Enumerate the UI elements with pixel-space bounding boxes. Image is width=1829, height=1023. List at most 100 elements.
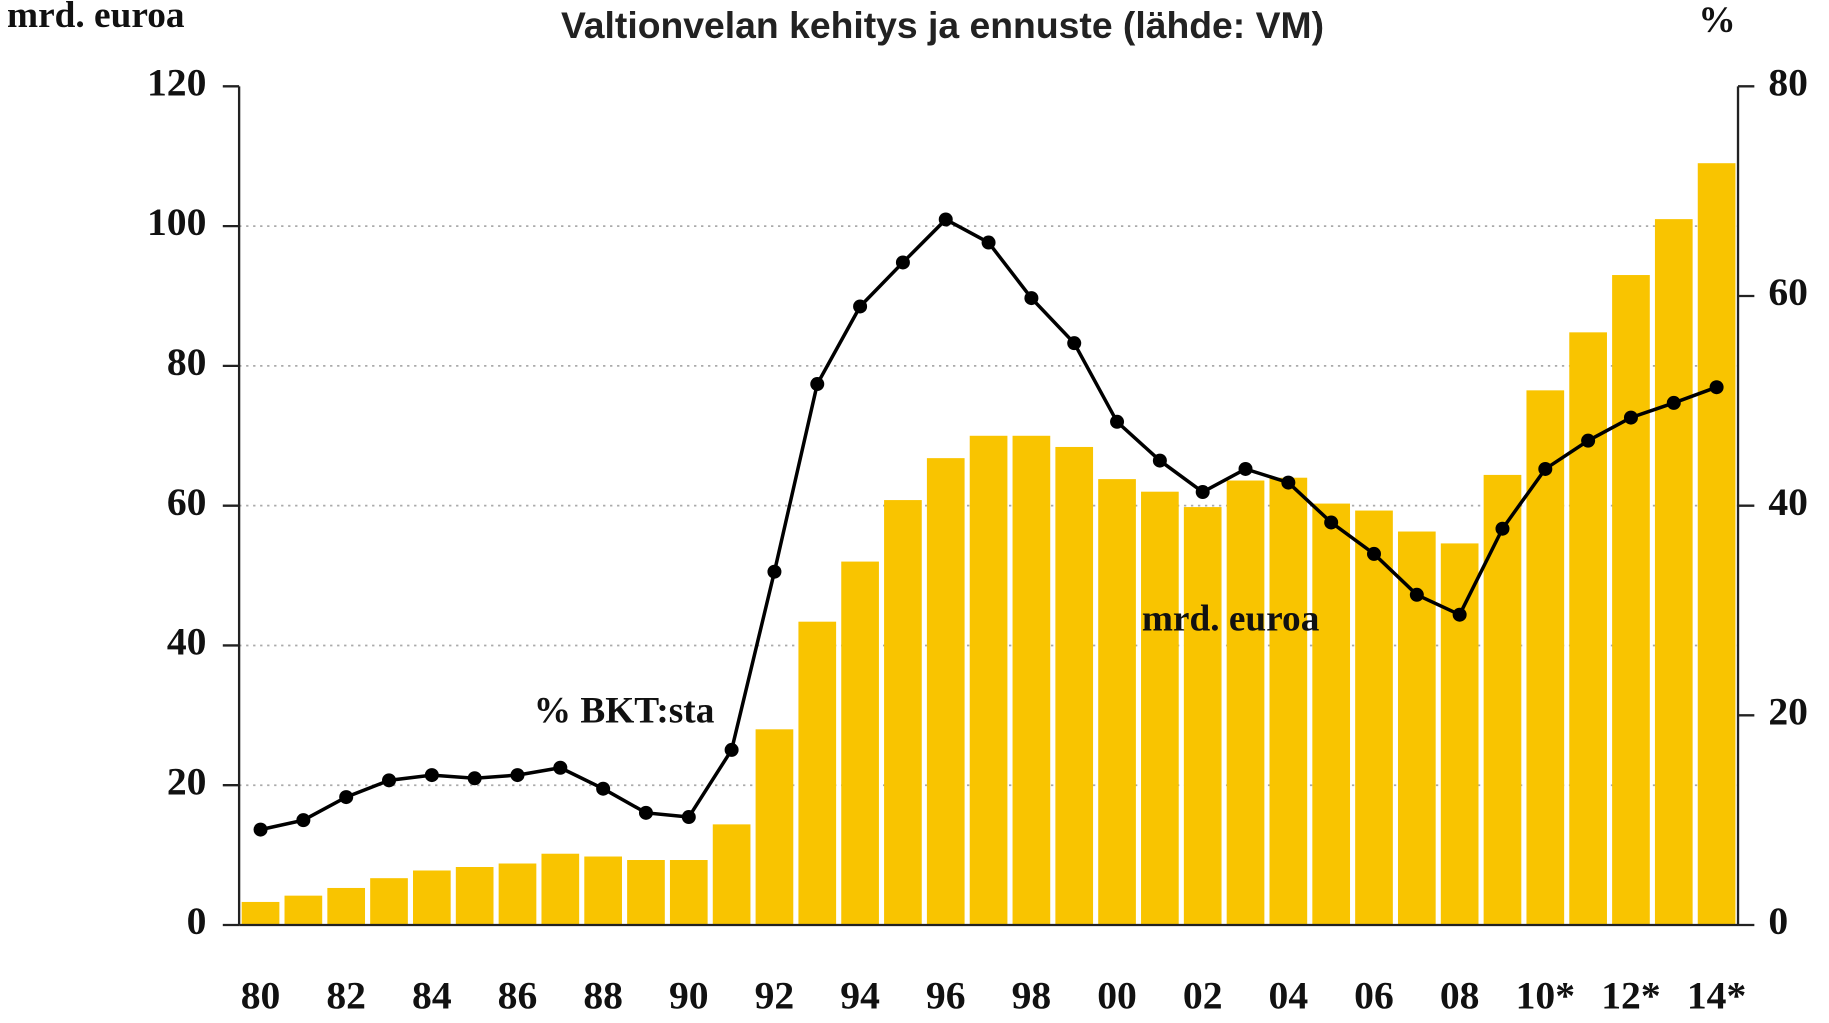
bar bbox=[327, 887, 366, 926]
bar bbox=[1697, 163, 1736, 926]
line-point bbox=[1409, 587, 1424, 602]
line-point bbox=[853, 299, 868, 314]
line-point bbox=[382, 773, 397, 788]
line-point bbox=[1709, 380, 1724, 395]
line-point bbox=[1495, 521, 1510, 536]
bar bbox=[1098, 479, 1136, 926]
line-point bbox=[467, 771, 482, 786]
line-point bbox=[895, 255, 910, 270]
line-point bbox=[339, 790, 354, 805]
x-tick-label: 04 bbox=[1269, 974, 1309, 1018]
y-tick-label: 40 bbox=[167, 620, 207, 664]
series-label: % BKT:sta bbox=[534, 690, 715, 731]
bar bbox=[541, 853, 580, 926]
line-point bbox=[1324, 515, 1339, 530]
line-point bbox=[1452, 607, 1467, 622]
line-point bbox=[638, 805, 653, 820]
y2-tick-label: 0 bbox=[1768, 899, 1788, 943]
x-tick-label: 02 bbox=[1183, 974, 1223, 1018]
bar bbox=[1312, 503, 1351, 926]
bar bbox=[627, 860, 665, 926]
line-point bbox=[981, 235, 996, 250]
bar bbox=[798, 621, 837, 926]
y2-tick-label: 80 bbox=[1768, 60, 1808, 104]
x-tick-label: 92 bbox=[755, 974, 795, 1018]
bar bbox=[241, 901, 280, 926]
y-tick-label: 0 bbox=[187, 899, 207, 943]
x-tick-label: 84 bbox=[412, 974, 452, 1018]
bar bbox=[969, 435, 1008, 926]
bar bbox=[1355, 510, 1393, 926]
x-tick-label: 82 bbox=[326, 974, 366, 1018]
line-point bbox=[767, 564, 782, 579]
y-tick-label: 80 bbox=[167, 340, 207, 384]
bar bbox=[1483, 474, 1522, 926]
y2-axis-label: % bbox=[1698, 0, 1735, 41]
y-tick-label: 60 bbox=[167, 480, 207, 524]
x-tick-label: 08 bbox=[1440, 974, 1480, 1018]
line-point bbox=[1024, 291, 1039, 306]
line-point bbox=[1238, 461, 1253, 476]
y2-tick-label: 60 bbox=[1768, 270, 1808, 314]
bar bbox=[712, 824, 751, 926]
y-axis-label: mrd. euroa bbox=[7, 0, 185, 36]
bar bbox=[1269, 477, 1308, 926]
x-tick-label: 12* bbox=[1601, 974, 1660, 1018]
line-point bbox=[1367, 546, 1381, 561]
bar bbox=[412, 870, 451, 926]
bar bbox=[669, 860, 708, 926]
bar bbox=[926, 458, 965, 926]
bar bbox=[1612, 275, 1650, 926]
x-tick-label: 90 bbox=[669, 974, 709, 1018]
line-point bbox=[553, 760, 568, 775]
line-point bbox=[1581, 433, 1596, 448]
line-point bbox=[1067, 336, 1082, 351]
series-label: mrd. euroa bbox=[1142, 598, 1320, 639]
bar bbox=[841, 561, 879, 926]
bar bbox=[1440, 543, 1479, 926]
y-tick-label: 20 bbox=[167, 759, 207, 803]
line-point bbox=[1110, 414, 1125, 429]
line-point bbox=[810, 377, 825, 392]
x-tick-label: 00 bbox=[1097, 974, 1137, 1018]
bar bbox=[455, 866, 494, 926]
line-point bbox=[1195, 485, 1210, 500]
x-tick-label: 98 bbox=[1012, 974, 1052, 1018]
bar bbox=[1141, 491, 1179, 926]
bar bbox=[1569, 332, 1607, 926]
x-tick-label: 88 bbox=[583, 974, 623, 1018]
line-point bbox=[681, 810, 696, 825]
line-point bbox=[296, 813, 311, 828]
line-point bbox=[724, 742, 739, 757]
line-point bbox=[1152, 453, 1167, 468]
bar bbox=[370, 878, 408, 926]
x-tick-label: 80 bbox=[241, 974, 281, 1018]
line-point bbox=[1666, 395, 1681, 410]
x-tick-label: 96 bbox=[926, 974, 966, 1018]
bar bbox=[884, 500, 922, 926]
line-point bbox=[1538, 461, 1553, 476]
bar bbox=[1012, 435, 1051, 926]
bar bbox=[1183, 507, 1222, 926]
bar bbox=[1055, 446, 1094, 926]
line-point bbox=[1623, 410, 1638, 425]
line-point bbox=[424, 768, 439, 783]
bar bbox=[1654, 219, 1693, 926]
chart-title: Valtionvelan kehitys ja ennuste (lähde: … bbox=[561, 4, 1324, 46]
y-tick-label: 120 bbox=[147, 60, 206, 104]
x-tick-label: 94 bbox=[840, 974, 880, 1018]
y2-tick-label: 40 bbox=[1768, 480, 1808, 524]
bar bbox=[1226, 480, 1265, 926]
bar bbox=[284, 895, 323, 926]
y2-tick-label: 20 bbox=[1768, 689, 1808, 733]
bar bbox=[1526, 390, 1565, 926]
line-point bbox=[938, 212, 953, 227]
line-point bbox=[510, 768, 525, 783]
line-point bbox=[1281, 475, 1296, 490]
bar bbox=[584, 856, 622, 926]
x-tick-label: 86 bbox=[498, 974, 538, 1018]
x-tick-label: 06 bbox=[1354, 974, 1394, 1018]
line-point bbox=[253, 822, 268, 837]
line-point bbox=[596, 781, 611, 796]
x-tick-label: 14* bbox=[1687, 974, 1746, 1018]
